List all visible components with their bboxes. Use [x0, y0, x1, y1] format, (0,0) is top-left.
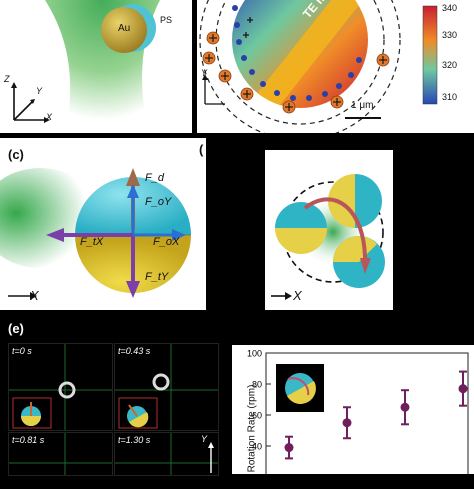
frame-t3: t=1.30 s Y: [114, 432, 219, 476]
panel-a: Au PS Z Y X: [0, 0, 192, 133]
axis-y-label: Y: [201, 434, 208, 444]
panel-a-figure: [11, 0, 160, 133]
axis-x-label: X: [30, 288, 39, 303]
data-point: [342, 418, 352, 428]
axis-y-label: Y: [201, 68, 208, 78]
panel-e-label: (e): [8, 321, 24, 336]
y-axis-title: Rotation Rate (rpm): [246, 384, 258, 473]
frame-time-label: t=0 s: [12, 346, 32, 356]
data-point: [284, 443, 294, 453]
negative-charges: [232, 5, 362, 101]
panel-d-figure: [271, 174, 385, 300]
core-label: Au: [118, 23, 131, 34]
rotation-arrow: [303, 197, 367, 261]
panel-e: (e) t=0 s t=0.43 s: [0, 316, 226, 476]
frame-time-label: t=1.30 s: [118, 435, 151, 445]
te-beam-arrow: [252, 0, 367, 108]
particle-left: [275, 202, 327, 254]
force-fty-label: F_tY: [145, 271, 169, 283]
frame-t0: t=0 s: [8, 343, 113, 431]
panel-c-label: (c): [8, 147, 24, 162]
frame-time-label: t=0.43 s: [118, 346, 151, 356]
y-tick-label: 80: [252, 380, 262, 390]
colorbar-tick: 310: [442, 92, 458, 102]
colorbar-tick: 330: [442, 30, 458, 40]
particle-bottom: [333, 236, 385, 288]
panel-b: TE m Y 1 μm 340 330 320 310: [197, 0, 474, 141]
panel-d: X: [265, 150, 393, 310]
y-tick-label: 40: [252, 442, 262, 452]
au-core: [101, 7, 147, 53]
colorbar-tick: 340: [442, 3, 458, 13]
data-point: [458, 384, 468, 394]
frame-t1: t=0.43 s: [114, 343, 219, 431]
axis-y-label: Y: [36, 86, 43, 96]
panel-c-figure: [0, 168, 191, 300]
shell-label: PS: [160, 15, 173, 25]
colorbar-tick: 320: [442, 60, 458, 70]
force-foy-label: F_oY: [145, 196, 172, 208]
y-tick-label: 100: [247, 349, 262, 359]
force-ftx-label: F_tX: [80, 236, 104, 248]
frame-time-label: t=0.81 s: [12, 435, 45, 445]
inset-image: [276, 364, 324, 412]
data-point: [400, 402, 410, 412]
frame-t2: t=0.81 s: [8, 432, 113, 476]
force-fd-label: F_d: [145, 172, 164, 184]
scale-bar-label: 1 μm: [351, 100, 374, 111]
rotation-rate-chart: 40 60 80 100: [247, 349, 469, 478]
y-tick-label: 60: [252, 411, 262, 421]
axis-x-label: X: [293, 288, 302, 303]
panel-f: 40 60 80 100 Rotation Rate (rpm): [232, 345, 474, 478]
panel-c: (c) F_d F_oY F_tX F_oX F_tY X: [0, 138, 206, 310]
axis-z-label: Z: [4, 74, 10, 84]
panel-d-label: (: [199, 142, 204, 157]
force-fox-label: F_oX: [153, 236, 180, 248]
colorbar: [422, 5, 438, 105]
panel-b-figure: [199, 0, 438, 141]
axis-x-label: X: [46, 112, 53, 122]
